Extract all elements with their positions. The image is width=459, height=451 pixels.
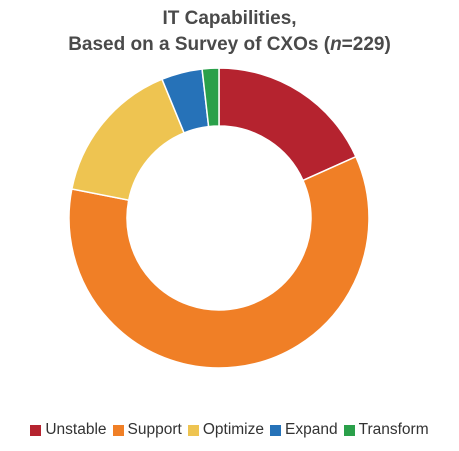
legend-label-optimize: Optimize	[202, 421, 264, 438]
slice-support	[68, 155, 370, 369]
legend-swatch-transform	[343, 424, 355, 436]
legend-label-unstable: Unstable	[45, 421, 107, 438]
slice-transform	[201, 67, 220, 128]
legend-item-transform: Transform	[343, 421, 429, 439]
chart-title-suffix: =229)	[341, 34, 391, 55]
donut-slices	[68, 67, 370, 369]
chart-title-prefix: Based on a Survey of CXOs (	[68, 34, 331, 55]
legend-item-expand: Expand	[270, 421, 338, 439]
legend-label-expand: Expand	[285, 421, 338, 438]
legend-item-support: Support	[112, 421, 182, 439]
legend-label-transform: Transform	[358, 421, 429, 438]
chart-title-line1: IT Capabilities,	[162, 8, 297, 29]
chart-title-line2: Based on a Survey of CXOs (n=229)	[0, 32, 459, 58]
legend-item-unstable: Unstable	[30, 421, 107, 439]
legend-item-optimize: Optimize	[187, 421, 264, 439]
legend-label-support: Support	[127, 421, 182, 438]
chart-legend: Unstable Support Optimize Expand Transform	[0, 421, 459, 439]
slice-optimize	[70, 78, 186, 202]
legend-swatch-unstable	[30, 424, 42, 436]
chart-title-n: n	[330, 34, 342, 55]
legend-swatch-optimize	[187, 424, 199, 436]
legend-swatch-expand	[270, 424, 281, 436]
chart-title: IT Capabilities, Based on a Survey of CX…	[0, 6, 459, 58]
legend-swatch-support	[112, 424, 124, 436]
slice-unstable	[218, 67, 357, 182]
